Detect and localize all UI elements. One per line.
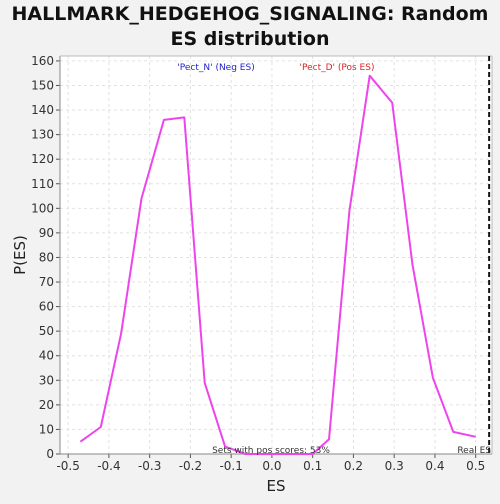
pos-scores-label: Sets with pos scores: 53% [212,446,330,456]
x-tick-label: -0.3 [138,459,161,473]
real-es-label: Real ES [457,446,491,456]
y-tick-label: 100 [31,201,54,215]
y-tick-label: 90 [39,226,54,240]
pos-es-label: 'Pect_D' (Pos ES) [300,63,375,73]
y-tick-label: 20 [39,398,54,412]
x-tick-label: 0.4 [425,459,444,473]
annotations: 'Pect_N' (Neg ES) 'Pect_D' (Pos ES) Sets… [177,63,491,456]
y-tick-label: 50 [39,324,54,338]
x-tick-label: 0.2 [344,459,363,473]
y-tick-label: 0 [46,447,54,461]
y-axis-label: P(ES) [11,235,29,275]
x-tick-label: -0.4 [97,459,120,473]
y-tick-label: 140 [31,103,54,117]
chart-title-line-2: ES distribution [171,28,330,50]
y-tick-label: 160 [31,54,54,68]
y-tick-label: 30 [39,373,54,387]
x-tick-label: 0.3 [385,459,404,473]
y-tick-label: 80 [39,250,54,264]
y-tick-label: 40 [39,349,54,363]
es-distribution-line [79,74,476,455]
grid-lines [60,56,492,455]
x-tick-label: 0.1 [303,459,322,473]
y-tick-label: 70 [39,275,54,289]
plot-area [60,56,492,454]
y-tick-label: 120 [31,152,54,166]
neg-es-label: 'Pect_N' (Neg ES) [177,63,254,73]
y-tick-label: 110 [31,177,54,191]
y-tick-label: 150 [31,78,54,92]
y-tick-label: 130 [31,128,54,142]
x-tick-label: 0.5 [466,459,485,473]
x-tick-label: -0.5 [56,459,79,473]
x-tick-label: -0.1 [219,459,242,473]
series-layer [79,56,491,455]
y-tick-label: 60 [39,300,54,314]
x-axis-label: ES [267,477,286,495]
x-tick-label: -0.2 [179,459,202,473]
x-tick-label: 0.0 [262,459,281,473]
chart-title-line-1: HALLMARK_HEDGEHOG_SIGNALING: Random [12,3,489,25]
y-tick-label: 10 [39,422,54,436]
